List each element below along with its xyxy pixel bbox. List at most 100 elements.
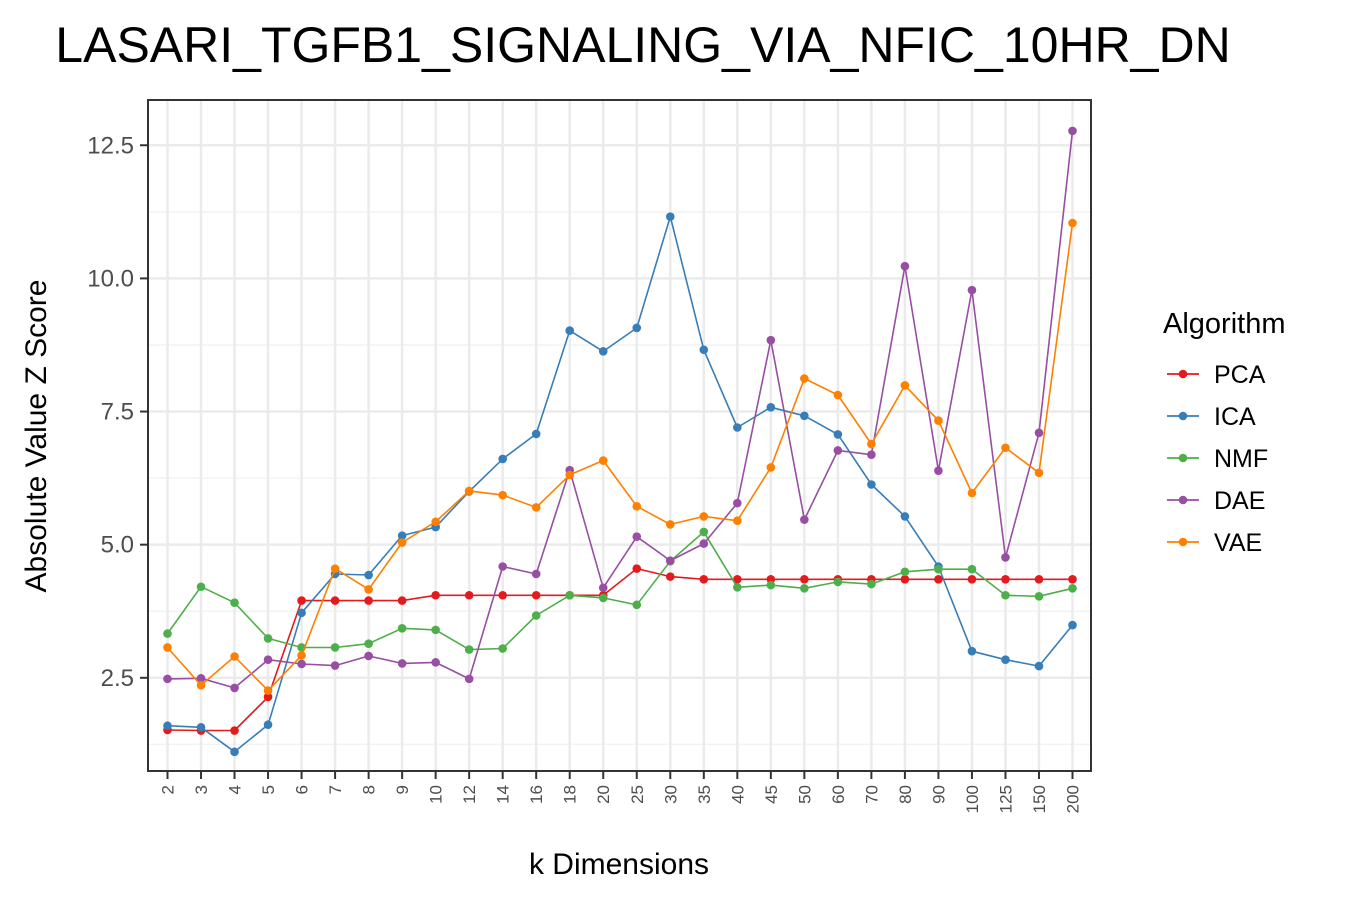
data-point-dae [833,446,843,455]
x-tick-label: 10 [427,785,446,804]
x-axis-title: k Dimensions [529,848,709,881]
y-tick-label: 5.0 [101,532,134,559]
data-point-pca [397,596,407,605]
data-point-vae [833,390,843,400]
y-tick-label: 7.5 [101,399,134,426]
x-tick-label: 150 [1030,785,1049,813]
data-point-ica [867,480,876,489]
data-point-vae [934,416,943,425]
data-point-pca [230,726,239,735]
data-point-dae [464,674,474,684]
data-point-ica [833,430,843,439]
data-point-pca [531,590,541,600]
data-point-dae [498,562,507,571]
data-point-dae [531,569,541,579]
x-tick-label: 80 [896,785,915,804]
data-point-ica [364,570,373,580]
data-point-vae [967,488,977,498]
legend-marker [1178,369,1188,379]
data-point-dae [632,532,642,541]
x-tick-label: 90 [929,785,948,804]
data-point-ica [196,723,206,732]
data-point-nmf [364,639,373,649]
data-point-vae [330,564,340,573]
data-point-vae [900,381,910,390]
data-point-ica [531,429,541,439]
data-point-dae [967,285,977,295]
plot-panel-border [147,99,1092,772]
data-point-ica [800,411,809,421]
data-point-dae [263,655,273,664]
data-point-pca [330,596,340,605]
legend-label: VAE [1214,529,1262,557]
x-tick-label: 12 [460,785,479,804]
data-point-nmf [163,629,172,638]
data-point-ica [967,646,977,656]
x-tick-label: 200 [1064,785,1083,813]
data-point-nmf [1034,592,1044,601]
data-point-ica [1001,655,1010,664]
data-point-vae [598,456,608,465]
x-tick-label: 9 [393,785,412,794]
data-point-nmf [967,564,977,574]
data-point-vae [632,502,642,511]
data-point-dae [665,556,675,565]
x-tick-label: 8 [360,785,379,794]
data-point-vae [498,490,507,500]
data-point-ica [263,720,273,729]
data-point-dae [230,683,239,693]
x-tick-label: 2 [159,785,178,794]
data-point-dae [196,674,206,683]
data-point-pca [900,574,910,584]
data-point-pca [297,596,306,605]
data-point-dae [397,659,407,668]
data-point-vae [230,652,239,661]
grid [148,100,1091,771]
legend-label: NMF [1214,445,1268,473]
x-tick-label: 50 [795,785,814,804]
series-line-nmf [166,531,1073,651]
legend-label: DAE [1214,487,1265,515]
legend-item-nmf: NMF [1167,445,1268,473]
data-point-dae [766,335,776,345]
data-point-nmf [632,600,642,610]
data-point-nmf [196,582,206,592]
x-tick-label: 20 [594,785,613,804]
x-tick-label: 70 [862,785,881,804]
data-point-vae [1001,443,1010,453]
x-tick-label: 16 [527,785,546,804]
x-tick-label: 30 [661,785,680,804]
data-point-ica [598,347,608,356]
data-point-ica [699,345,709,355]
data-point-dae [733,498,742,508]
data-point-pca [733,574,742,584]
data-point-vae [397,538,407,547]
legend-title: Algorithm [1163,308,1286,340]
data-point-vae [565,470,575,480]
data-point-nmf [934,564,943,574]
legend-marker [1178,411,1188,421]
x-tick-label: 60 [829,785,848,804]
data-point-pca [464,590,474,600]
data-point-dae [598,583,608,593]
data-point-dae [800,515,809,524]
data-point-nmf [900,567,910,577]
data-point-vae [766,463,776,472]
data-point-dae [297,659,306,669]
data-point-ica [163,721,172,731]
data-point-vae [531,503,541,512]
chart-title: LASARI_TGFB1_SIGNALING_VIA_NFIC_10HR_DN [55,17,1230,73]
x-tick-label: 25 [628,785,647,804]
data-point-nmf [498,644,507,653]
data-point-ica [397,531,407,540]
data-point-ica [297,608,306,618]
data-point-nmf [800,584,809,593]
data-point-nmf [531,611,541,620]
legend-items: PCA ICA NMF DAE VAE [1167,361,1268,557]
data-point-nmf [1068,584,1077,593]
data-point-ica [766,402,776,412]
data-point-ica [1068,620,1077,630]
data-point-pca [263,692,273,702]
data-point-nmf [330,643,340,652]
x-tick-label: 125 [996,785,1015,813]
